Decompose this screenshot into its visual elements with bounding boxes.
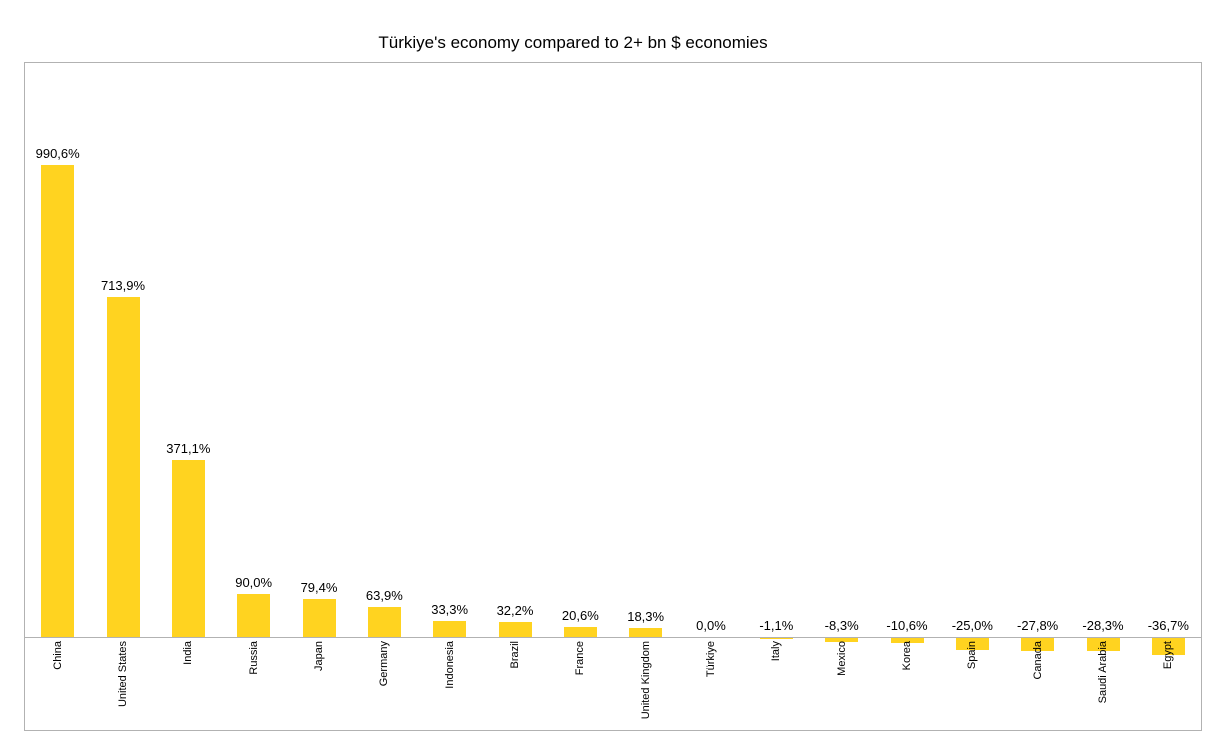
category-label-brazil: Brazil <box>509 641 521 669</box>
value-label-korea: -10,6% <box>886 618 928 633</box>
category-label-italy: Italy <box>770 641 783 662</box>
value-label-italy: -1,1% <box>759 618 794 633</box>
bar-united-states <box>106 297 140 637</box>
value-label-indonesia: 33,3% <box>431 602 469 617</box>
value-label-china: 990,6% <box>35 146 80 161</box>
category-label-india: India <box>182 641 195 665</box>
bar-united-kingdom <box>629 628 663 637</box>
category-label-spain: Spain <box>966 641 979 670</box>
value-label-japan: 79,4% <box>300 580 338 595</box>
value-label-mexico: -8,3% <box>824 618 859 633</box>
value-label-spain: -25,0% <box>951 618 993 633</box>
value-label-egypt: -36,7% <box>1147 618 1189 633</box>
category-label-indonesia: Indonesia <box>443 641 456 689</box>
value-label-brazil: 32,2% <box>496 603 534 618</box>
category-label-france: France <box>574 641 587 676</box>
category-label-japan: Japan <box>313 641 325 671</box>
bar-china <box>41 165 75 637</box>
category-label-egypt: Egypt <box>1162 641 1175 670</box>
bar-russia <box>237 594 271 637</box>
plot-area: 990,6% China 713,9% United States 371,1% Indi… <box>24 62 1202 731</box>
value-label-united-states: 713,9% <box>100 278 146 293</box>
x-axis-line <box>25 637 1201 638</box>
bar-india <box>171 460 205 637</box>
value-label-t-rkiye: 0,0% <box>696 618 726 633</box>
category-label-korea: Korea <box>901 641 913 671</box>
value-label-canada: -27,8% <box>1017 618 1059 633</box>
category-label-united-kingdom: United Kingdom <box>639 641 652 720</box>
bar-japan <box>302 599 336 637</box>
bar-mexico <box>825 638 859 642</box>
bar-germany <box>367 607 401 637</box>
value-label-france: 20,6% <box>561 608 599 623</box>
category-label-saudi-arabia: Saudi Arabia <box>1097 641 1109 704</box>
value-label-saudi-arabia: -28,3% <box>1082 618 1124 633</box>
value-label-russia: 90,0% <box>235 575 273 590</box>
chart-title: Türkiye's economy compared to 2+ bn $ ec… <box>378 33 768 52</box>
category-label-china: China <box>51 641 64 670</box>
bar-egypt <box>1151 638 1185 655</box>
value-label-germany: 63,9% <box>365 588 403 603</box>
bar-france <box>563 627 597 637</box>
value-label-india: 371,1% <box>166 441 211 456</box>
category-label-russia: Russia <box>247 641 260 675</box>
bar-canada <box>1021 638 1055 651</box>
bar-brazil <box>498 622 532 637</box>
category-label-canada: Canada <box>1031 641 1044 680</box>
category-label-t-rkiye: Türkiye <box>705 641 717 678</box>
category-label-mexico: Mexico <box>835 641 848 676</box>
bar-italy <box>759 638 793 639</box>
bar-indonesia <box>433 621 467 637</box>
bar-saudi-arabia <box>1086 638 1120 651</box>
category-label-germany: Germany <box>378 641 391 687</box>
value-label-united-kingdom: 18,3% <box>627 609 665 624</box>
category-label-united-states: United States <box>117 641 129 708</box>
bar-korea <box>890 638 924 643</box>
bar-spain <box>955 638 989 650</box>
